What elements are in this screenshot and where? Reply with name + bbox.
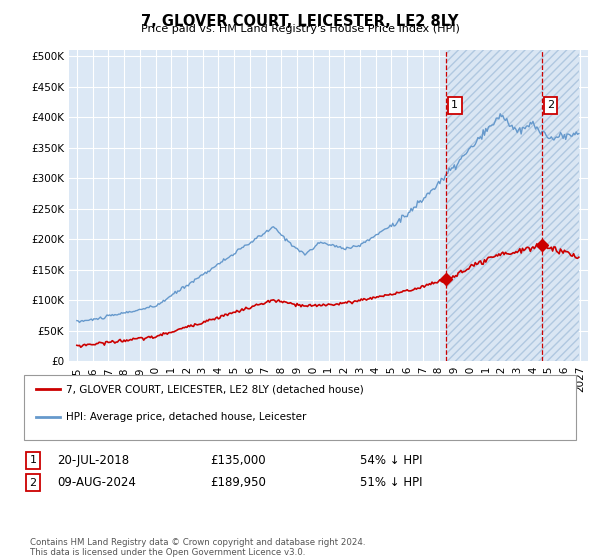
Text: 7, GLOVER COURT, LEICESTER, LE2 8LY: 7, GLOVER COURT, LEICESTER, LE2 8LY — [142, 14, 458, 29]
Text: 7, GLOVER COURT, LEICESTER, LE2 8LY (detached house): 7, GLOVER COURT, LEICESTER, LE2 8LY (det… — [66, 384, 364, 394]
Text: Contains HM Land Registry data © Crown copyright and database right 2024.
This d: Contains HM Land Registry data © Crown c… — [30, 538, 365, 557]
Text: 51% ↓ HPI: 51% ↓ HPI — [360, 476, 422, 489]
Text: HPI: Average price, detached house, Leicester: HPI: Average price, detached house, Leic… — [66, 412, 307, 422]
Text: 20-JUL-2018: 20-JUL-2018 — [57, 454, 129, 467]
Text: 1: 1 — [29, 455, 37, 465]
Text: 2: 2 — [547, 100, 554, 110]
Text: 54% ↓ HPI: 54% ↓ HPI — [360, 454, 422, 467]
Text: £135,000: £135,000 — [210, 454, 266, 467]
Text: £189,950: £189,950 — [210, 476, 266, 489]
Text: 1: 1 — [451, 100, 458, 110]
Text: Price paid vs. HM Land Registry's House Price Index (HPI): Price paid vs. HM Land Registry's House … — [140, 24, 460, 34]
Text: 09-AUG-2024: 09-AUG-2024 — [57, 476, 136, 489]
Text: 2: 2 — [29, 478, 37, 488]
